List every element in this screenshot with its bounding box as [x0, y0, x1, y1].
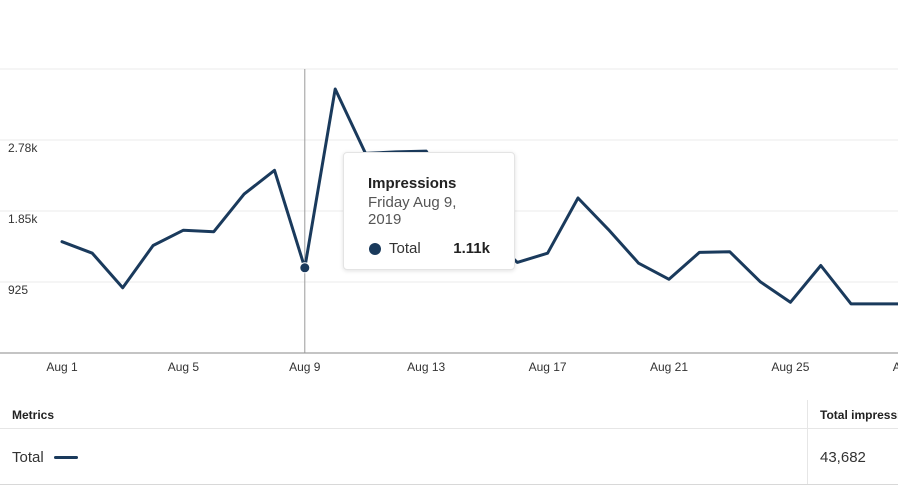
x-axis-ticks: Aug 1 Aug 5 Aug 9 Aug 13 Aug 17 Aug 21 Aug 25 A… — [46, 360, 898, 374]
table-row[interactable]: Total 43,682 — [0, 429, 898, 485]
row-metric-label: Total — [12, 449, 44, 466]
x-tick-label: Aug 25 — [771, 360, 809, 374]
x-tick-label: Aug 13 — [407, 360, 445, 374]
grid-lines — [0, 68, 898, 283]
y-axis-ticks: 925 1.85k 2.78k — [8, 141, 38, 297]
row-total-value: 43,682 — [820, 449, 866, 466]
tooltip-row: Total 1.11k — [368, 240, 490, 257]
x-tick-label: Aug 9 — [289, 360, 321, 374]
x-tick-label: Aug 17 — [529, 360, 567, 374]
x-tick-label: Aug 21 — [650, 360, 688, 374]
column-divider — [807, 400, 808, 484]
y-tick-label: 1.85k — [8, 212, 38, 226]
hover-data-point[interactable] — [299, 262, 311, 274]
column-header-total-impressions[interactable]: Total impressions — [820, 408, 898, 422]
tooltip-value: 1.11k — [453, 240, 490, 257]
series-dot-icon — [369, 242, 381, 255]
y-tick-label: 925 — [8, 283, 28, 297]
legend-line-icon — [53, 456, 78, 459]
x-tick-label: Aug 1 — [46, 360, 78, 374]
y-tick-label: 2.78k — [8, 141, 38, 155]
tooltip-date: Friday Aug 9, 2019 — [368, 194, 457, 228]
column-header-metrics[interactable]: Metrics — [12, 408, 55, 422]
x-tick-label: Aug 5 — [168, 360, 200, 374]
metrics-table: Metrics Total impressions Total 43,682 — [0, 400, 898, 487]
tooltip-series-name: Total — [389, 240, 421, 257]
chart-tooltip: Impressions Friday Aug 9, 2019 Total 1.1… — [343, 152, 515, 270]
row-metric-name: Total — [12, 449, 78, 466]
x-tick-label: Aug 29 — [893, 360, 898, 374]
tooltip-title: Impressions — [368, 175, 457, 192]
table-header: Metrics Total impressions — [0, 400, 898, 429]
